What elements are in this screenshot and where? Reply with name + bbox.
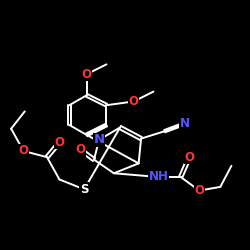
- Text: O: O: [194, 184, 204, 197]
- Text: O: O: [129, 95, 139, 108]
- Text: O: O: [76, 143, 86, 156]
- Text: N: N: [94, 133, 104, 146]
- Text: N: N: [180, 117, 190, 130]
- Text: O: O: [82, 68, 92, 81]
- Text: O: O: [184, 151, 194, 164]
- Text: O: O: [54, 136, 64, 149]
- Text: NH: NH: [148, 170, 168, 183]
- Text: S: S: [80, 183, 88, 196]
- Text: O: O: [18, 144, 28, 158]
